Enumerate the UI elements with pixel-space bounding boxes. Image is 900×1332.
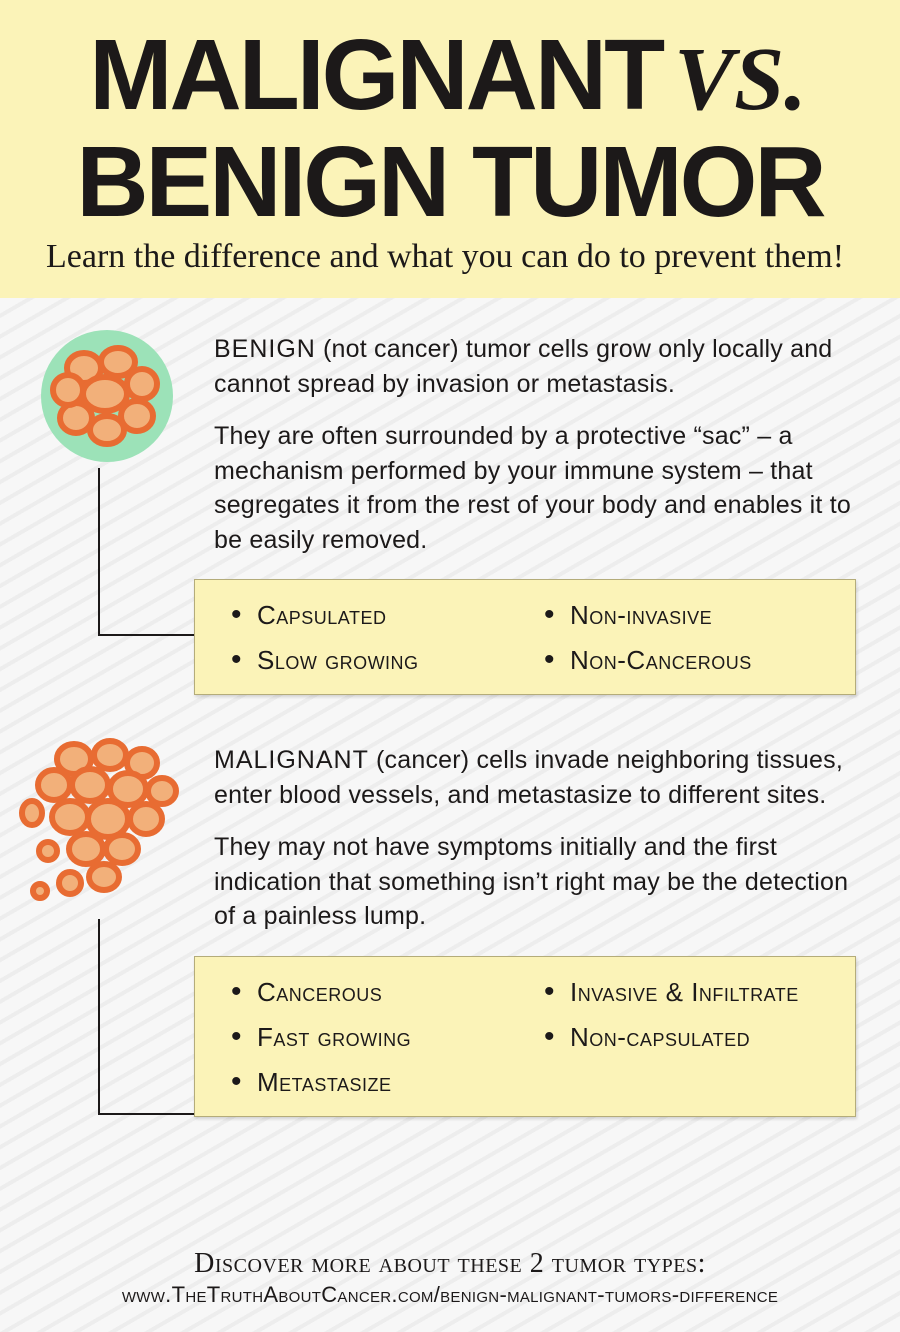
malignant-paragraph-2: They may not have symptoms initially and… [214,830,856,934]
connector-line [98,919,194,1115]
bullet-item: Capsulated [231,600,514,631]
malignant-bullet-grid: Cancerous Invasive & Infiltrate Fast gro… [231,977,827,1098]
footer-url: www.TheTruthAboutCancer.com/benign-malig… [0,1282,900,1308]
benign-description: BENIGN (not cancer) tumor cells grow onl… [214,332,856,557]
bullet-item: Slow growing [231,645,514,676]
subtitle: Learn the difference and what you can do… [40,238,860,276]
malignant-description: MALIGNANT (cancer) cells invade neighbor… [214,743,856,934]
benign-term: BENIGN [214,335,316,363]
benign-paragraph-2: They are often surrounded by a protectiv… [214,419,856,557]
title-vs: VS. [674,28,807,131]
section-benign: BENIGN (not cancer) tumor cells grow onl… [44,332,856,695]
bullet-item: Invasive & Infiltrate [544,977,827,1008]
malignant-term: MALIGNANT [214,746,369,774]
bullet-item: Cancerous [231,977,514,1008]
malignant-bullet-box: Cancerous Invasive & Infiltrate Fast gro… [194,956,856,1117]
benign-cell-icon [32,326,182,476]
title-line-1: MALIGNANT VS. [40,28,860,131]
bullet-item: Metastasize [231,1067,514,1098]
benign-bullet-box: Capsulated Non-invasive Slow growing Non… [194,579,856,695]
benign-bullet-grid: Capsulated Non-invasive Slow growing Non… [231,600,827,676]
header-banner: MALIGNANT VS. BENIGN TUMOR Learn the dif… [0,0,900,298]
malignant-paragraph-1: MALIGNANT (cancer) cells invade neighbor… [214,743,856,812]
title-word-benign-tumor: BENIGN TUMOR [40,135,860,230]
benign-paragraph-1: BENIGN (not cancer) tumor cells grow onl… [214,332,856,401]
footer-discover-text: Discover more about these 2 tumor types: [0,1248,900,1280]
malignant-cell-icon [18,733,198,923]
connector-line [98,468,194,636]
title-word-malignant: MALIGNANT [89,28,662,123]
footer: Discover more about these 2 tumor types:… [0,1248,900,1308]
bullet-item: Non-invasive [544,600,827,631]
bullet-item: Fast growing [231,1022,514,1053]
body-area: BENIGN (not cancer) tumor cells grow onl… [0,298,900,1332]
section-malignant: MALIGNANT (cancer) cells invade neighbor… [44,743,856,1117]
bullet-item: Non-Cancerous [544,645,827,676]
bullet-item: Non-capsulated [544,1022,827,1053]
